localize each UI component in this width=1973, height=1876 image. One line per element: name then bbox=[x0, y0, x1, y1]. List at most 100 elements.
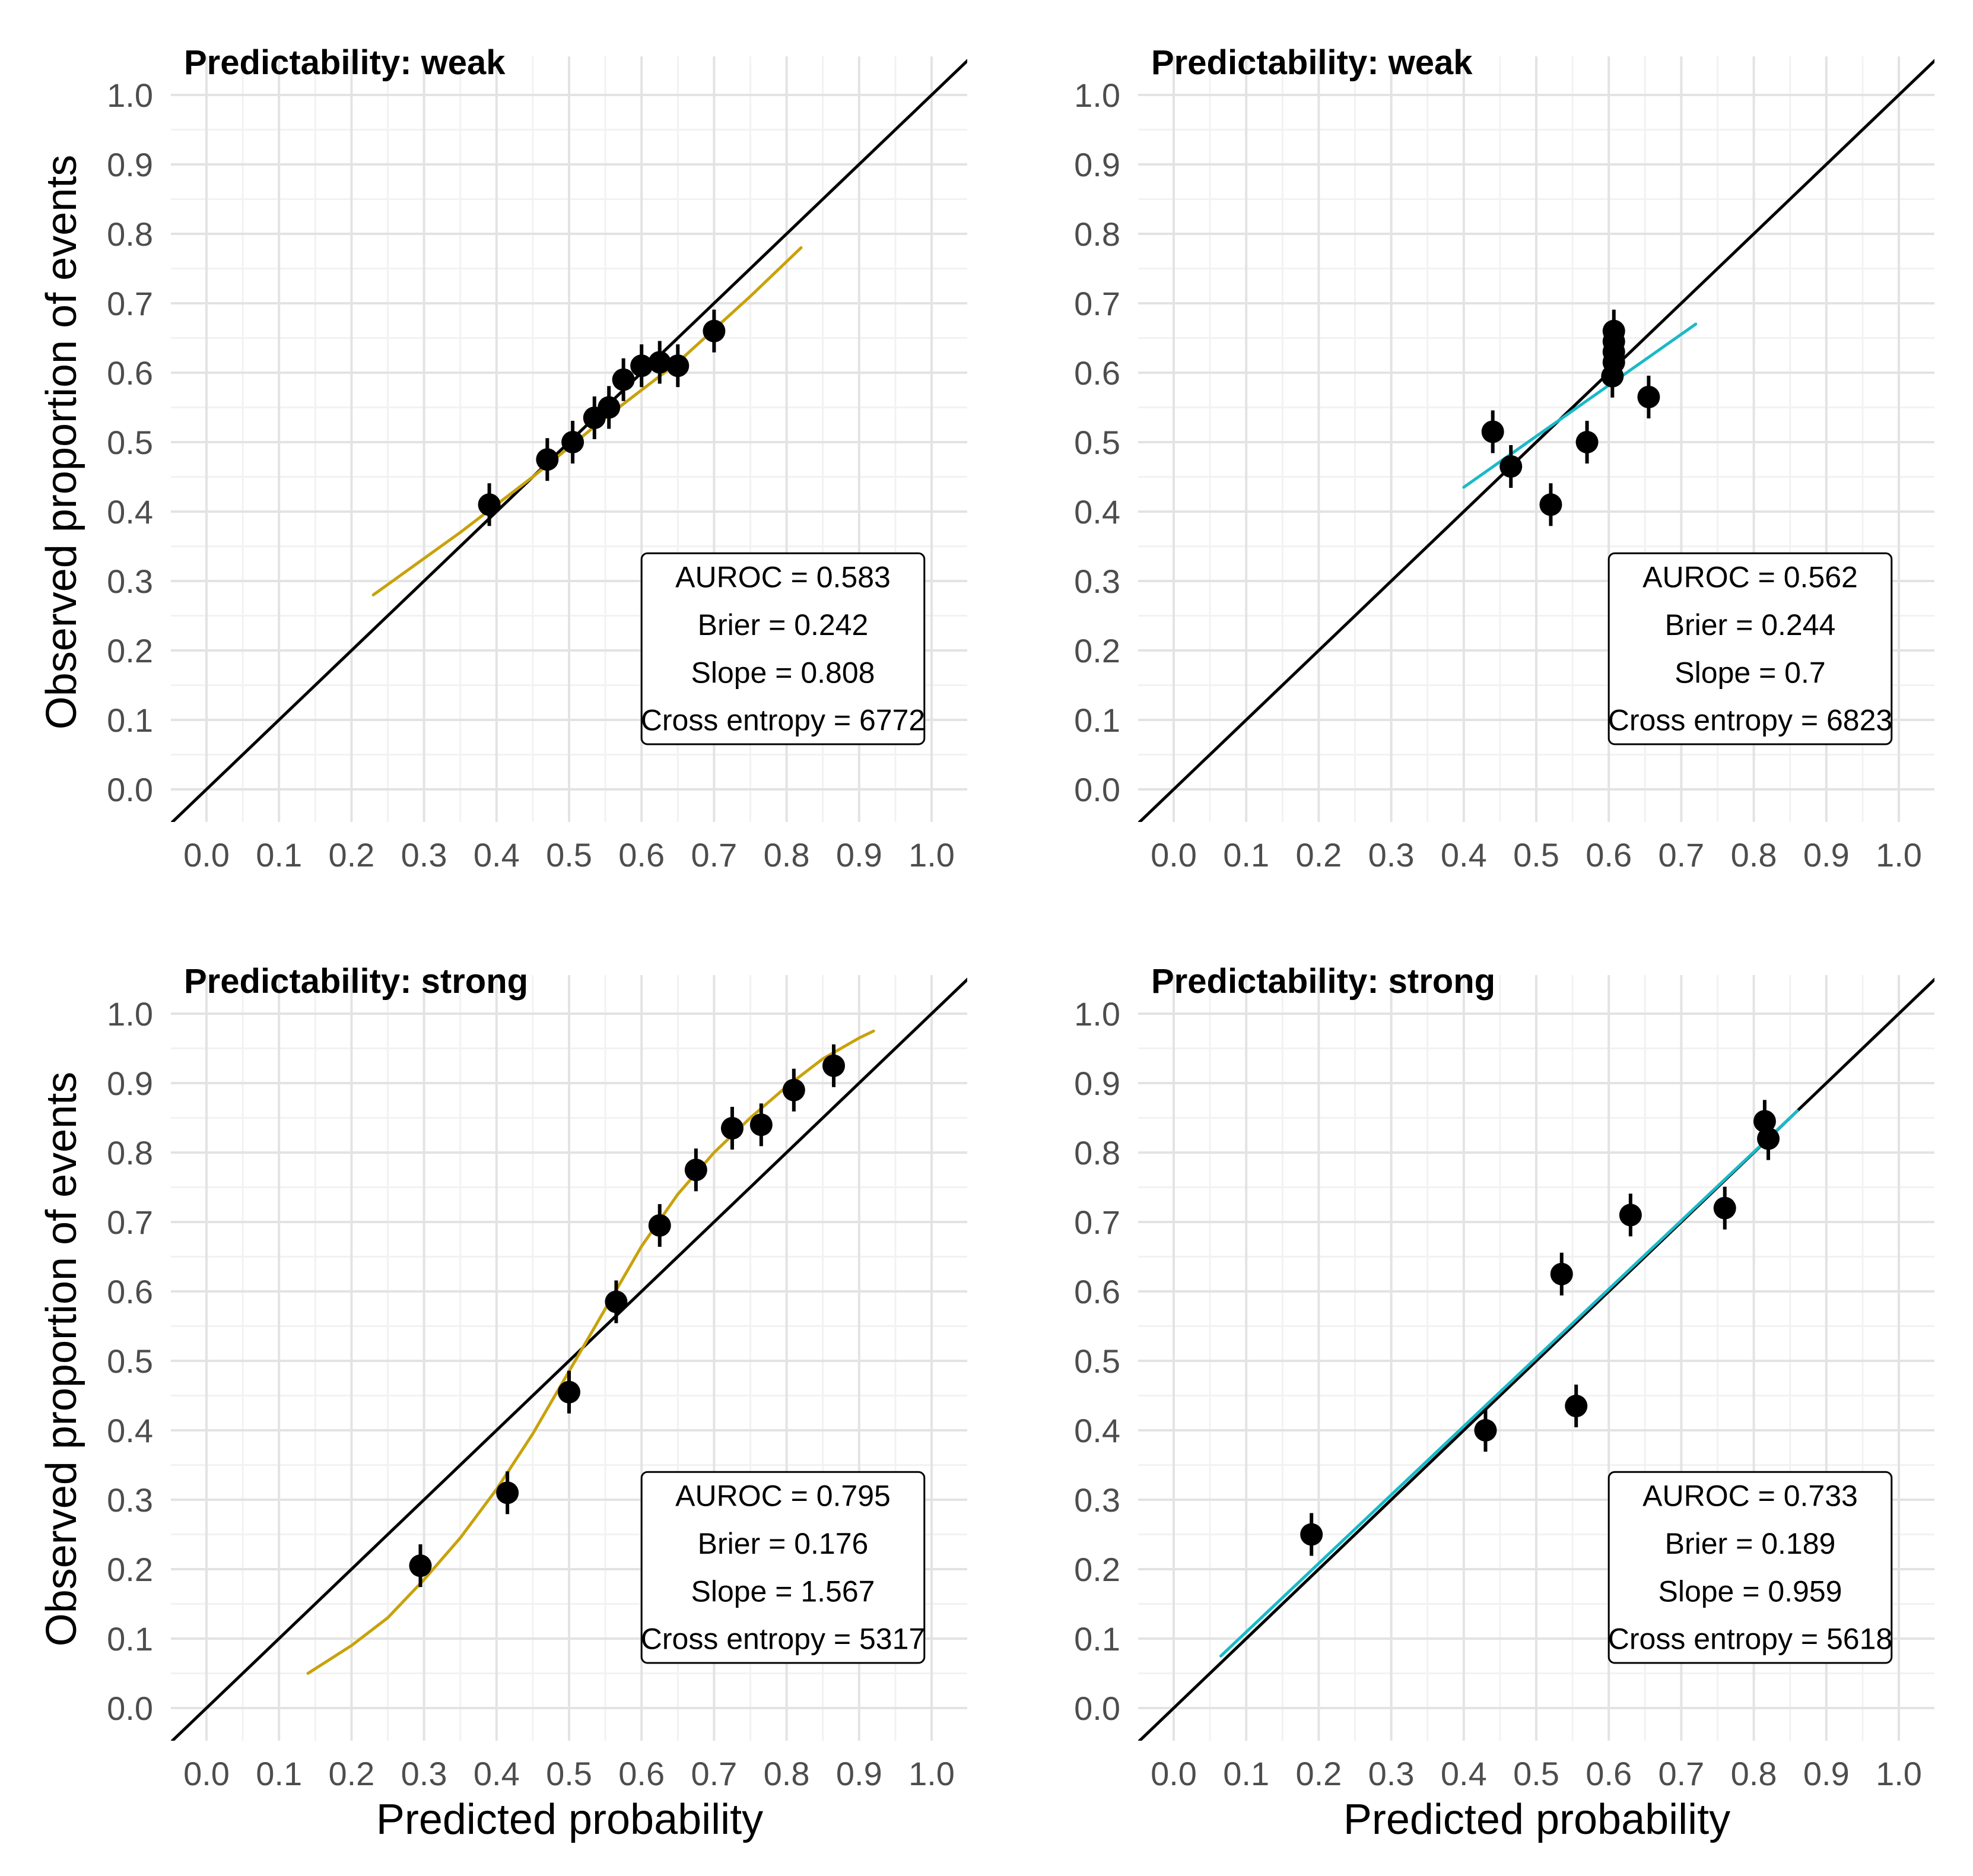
y-tick-label: 0.1 bbox=[1074, 701, 1120, 739]
x-tick-label: 0.2 bbox=[328, 836, 374, 874]
x-tick-label: 0.6 bbox=[1586, 836, 1632, 874]
data-point-5 bbox=[648, 1204, 671, 1247]
stats-box-frame bbox=[640, 552, 926, 745]
data-point-2 bbox=[1499, 445, 1523, 488]
data-point-8 bbox=[1757, 1117, 1780, 1160]
data-point-8 bbox=[648, 341, 671, 384]
y-tick-label: 0.5 bbox=[107, 424, 153, 461]
panel-title: Predictability: strong bbox=[1151, 962, 1495, 1001]
data-point-9 bbox=[666, 344, 690, 388]
data-point-marker bbox=[782, 1078, 805, 1102]
data-point-marker bbox=[720, 1117, 744, 1140]
y-tick-label: 0.7 bbox=[1074, 285, 1120, 322]
calibration-panel: 0.0 0.1 0.2 0.3 0.4 0.5 0.6 0.7 0.8 0.9 1.0 0.0 0.1 0… bbox=[107, 43, 967, 874]
panel-title: Predictability: weak bbox=[184, 43, 506, 82]
data-point-marker bbox=[822, 1054, 846, 1077]
data-point-marker bbox=[1637, 385, 1660, 408]
plot-area bbox=[1138, 977, 1934, 1741]
data-point-marker bbox=[612, 368, 635, 391]
y-tick-label: 0.3 bbox=[1074, 1481, 1120, 1519]
x-tick-label: 0.9 bbox=[836, 1755, 882, 1792]
data-point-marker bbox=[648, 351, 671, 374]
data-point-4 bbox=[1575, 421, 1599, 464]
y-tick-label: 0.3 bbox=[107, 563, 153, 600]
data-point-1 bbox=[478, 483, 501, 526]
data-point-7 bbox=[630, 344, 653, 388]
tick-labels: 0.0 0.1 0.2 0.3 0.4 0.5 0.6 0.7 0.8 0.9 1.0 0.0 0.1 0… bbox=[1074, 77, 1922, 874]
x-tick-label: 0.5 bbox=[546, 836, 592, 874]
calibration-curve bbox=[306, 1029, 875, 1675]
stat-line: Cross entropy = 6823 bbox=[1608, 704, 1892, 737]
stat-line: AUROC = 0.795 bbox=[675, 1479, 891, 1512]
x-tick-label: 0.6 bbox=[618, 1755, 665, 1792]
panel-title: Predictability: weak bbox=[1151, 43, 1473, 82]
y-tick-label: 0.2 bbox=[1074, 1551, 1120, 1588]
x-tick-label: 0.9 bbox=[1803, 836, 1850, 874]
x-tick-label: 0.2 bbox=[1295, 836, 1342, 874]
data-point-9 bbox=[1602, 309, 1625, 353]
x-tick-label: 0.6 bbox=[1586, 1755, 1632, 1792]
stat-line: Slope = 0.7 bbox=[1675, 656, 1825, 689]
data-point-5 bbox=[598, 386, 621, 429]
data-point-marker bbox=[496, 1481, 519, 1504]
stats-box-frame bbox=[640, 1471, 926, 1664]
stat-line: Slope = 1.567 bbox=[691, 1575, 875, 1608]
stat-line: AUROC = 0.733 bbox=[1642, 1479, 1858, 1512]
data-point-3 bbox=[1539, 483, 1562, 526]
panel-title: Predictability: strong bbox=[184, 962, 528, 1001]
data-point-marker bbox=[1499, 455, 1523, 478]
y-tick-label: 0.9 bbox=[107, 1065, 153, 1102]
stat-line: Cross entropy = 6772 bbox=[641, 704, 925, 737]
x-tick-label: 0.7 bbox=[1658, 1755, 1704, 1792]
data-point-marker bbox=[409, 1554, 432, 1577]
data-point-marker bbox=[648, 1214, 671, 1237]
data-point-marker bbox=[749, 1113, 773, 1137]
data-point-2 bbox=[1474, 1409, 1497, 1452]
x-tick-label: 0.5 bbox=[546, 1755, 592, 1792]
data-point-marker bbox=[684, 1158, 707, 1182]
y-tick-label: 0.3 bbox=[1074, 563, 1120, 600]
x-tick-label: 0.4 bbox=[474, 836, 520, 874]
x-tick-label: 0.3 bbox=[401, 1755, 447, 1792]
y-tick-label: 1.0 bbox=[107, 77, 153, 114]
y-tick-label: 0.8 bbox=[1074, 215, 1120, 253]
data-point-marker bbox=[630, 354, 653, 377]
stat-line: Slope = 0.808 bbox=[691, 656, 875, 689]
calibration-panel: 0.0 0.1 0.2 0.3 0.4 0.5 0.6 0.7 0.8 0.9 1.0 0.0 0.1 0… bbox=[1074, 43, 1934, 874]
data-point-6 bbox=[684, 1148, 707, 1192]
data-point-marker bbox=[598, 396, 621, 419]
data-point-marker bbox=[1481, 420, 1504, 443]
y-tick-label: 0.6 bbox=[107, 354, 153, 392]
x-tick-label: 1.0 bbox=[908, 836, 955, 874]
y-tick-label: 0.0 bbox=[1074, 1690, 1120, 1727]
data-point-9 bbox=[782, 1068, 805, 1112]
y-tick-label: 0.9 bbox=[1074, 1065, 1120, 1102]
x-tick-label: 0.4 bbox=[1441, 1755, 1487, 1792]
stat-line: AUROC = 0.583 bbox=[675, 560, 891, 593]
x-tick-label: 0.9 bbox=[836, 836, 882, 874]
y-tick-label: 0.6 bbox=[107, 1273, 153, 1310]
data-point-3 bbox=[1550, 1252, 1573, 1296]
stat-line: Brier = 0.189 bbox=[1665, 1527, 1836, 1560]
y-tick-label: 0.7 bbox=[107, 1204, 153, 1241]
calibration-panel: 0.0 0.1 0.2 0.3 0.4 0.5 0.6 0.7 0.8 0.9 1.0 0.0 0.1 0… bbox=[107, 962, 967, 1792]
data-point-marker bbox=[1300, 1523, 1323, 1546]
x-tick-label: 0.8 bbox=[764, 836, 810, 874]
stats-box: AUROC = 0.583 Brier = 0.242 Slope = 0.808 C… bbox=[640, 552, 926, 745]
y-tick-label: 0.0 bbox=[107, 1690, 153, 1727]
y-axis-title-top: Observed proportion of events bbox=[38, 155, 85, 730]
data-point-10 bbox=[703, 309, 726, 353]
y-tick-label: 0.0 bbox=[107, 771, 153, 808]
y-tick-label: 0.7 bbox=[1074, 1204, 1120, 1241]
data-point-3 bbox=[561, 421, 584, 464]
x-tick-label: 1.0 bbox=[1876, 836, 1922, 874]
data-point-marker bbox=[1602, 319, 1625, 342]
x-tick-label: 0.0 bbox=[183, 836, 230, 874]
data-point-marker bbox=[1757, 1127, 1780, 1150]
data-point-marker bbox=[561, 431, 584, 453]
x-tick-label: 0.3 bbox=[1368, 836, 1415, 874]
stats-box: AUROC = 0.562 Brier = 0.244 Slope = 0.7 Cro… bbox=[1607, 552, 1893, 745]
y-tick-label: 0.4 bbox=[107, 1412, 153, 1449]
data-point-marker bbox=[1539, 493, 1562, 516]
x-tick-label: 0.8 bbox=[764, 1755, 810, 1792]
